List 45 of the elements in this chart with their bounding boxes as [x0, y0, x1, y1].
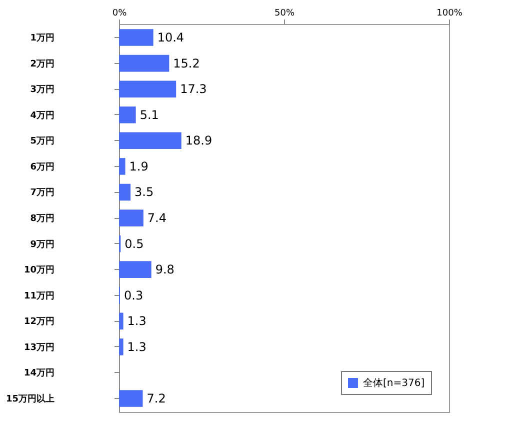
- data-label: 18.9: [185, 134, 212, 148]
- data-label: 1.3: [127, 314, 146, 328]
- data-label: 7.4: [147, 211, 167, 225]
- bar: [119, 54, 170, 72]
- y-tick-label: 6万円: [30, 161, 54, 172]
- bar: [119, 80, 176, 98]
- y-tick-label: 13万円: [24, 342, 54, 353]
- data-label: 17.3: [180, 82, 207, 96]
- data-label: 1.9: [129, 159, 148, 174]
- legend-label: 全体[n=376]: [363, 377, 425, 389]
- data-label: 0.5: [124, 236, 144, 251]
- y-tick-label: 1万円: [30, 32, 54, 44]
- y-tick-label: 7万円: [30, 187, 54, 198]
- bar: [119, 312, 124, 330]
- data-label: 0.3: [124, 288, 144, 302]
- bar: [119, 158, 126, 175]
- y-tick-label: 11万円: [24, 290, 54, 302]
- y-tick-label: 8万円: [30, 213, 54, 224]
- data-label: 15.2: [173, 56, 200, 70]
- y-tick-label: 5万円: [30, 136, 54, 147]
- y-tick-label: 9万円: [30, 238, 54, 250]
- y-tick-label: 3万円: [30, 84, 54, 96]
- y-tick-label: 12万円: [24, 316, 54, 328]
- data-label: 7.2: [146, 391, 166, 406]
- data-label: 10.4: [157, 30, 184, 45]
- y-tick-label: 10万円: [24, 264, 54, 276]
- bar: [119, 132, 182, 150]
- bar: [119, 390, 143, 407]
- x-tick-label: 50%: [274, 8, 295, 18]
- y-tick-label: 15万円以上: [6, 393, 54, 404]
- bar: [119, 29, 154, 46]
- bar: [119, 106, 136, 124]
- bar: [119, 261, 152, 278]
- bar: [119, 338, 124, 356]
- data-label: 3.5: [134, 185, 154, 200]
- x-tick-label: 100%: [436, 8, 463, 18]
- data-label: 9.8: [155, 262, 174, 277]
- data-label: 5.1: [140, 108, 159, 122]
- y-tick-label: 14万円: [24, 368, 54, 379]
- y-tick-label: 2万円: [30, 58, 54, 70]
- y-tick-label: 4万円: [30, 110, 54, 121]
- data-label: 1.3: [127, 340, 146, 354]
- bar: [119, 184, 131, 201]
- bar: [119, 210, 144, 226]
- x-tick-label: 0%: [112, 8, 128, 18]
